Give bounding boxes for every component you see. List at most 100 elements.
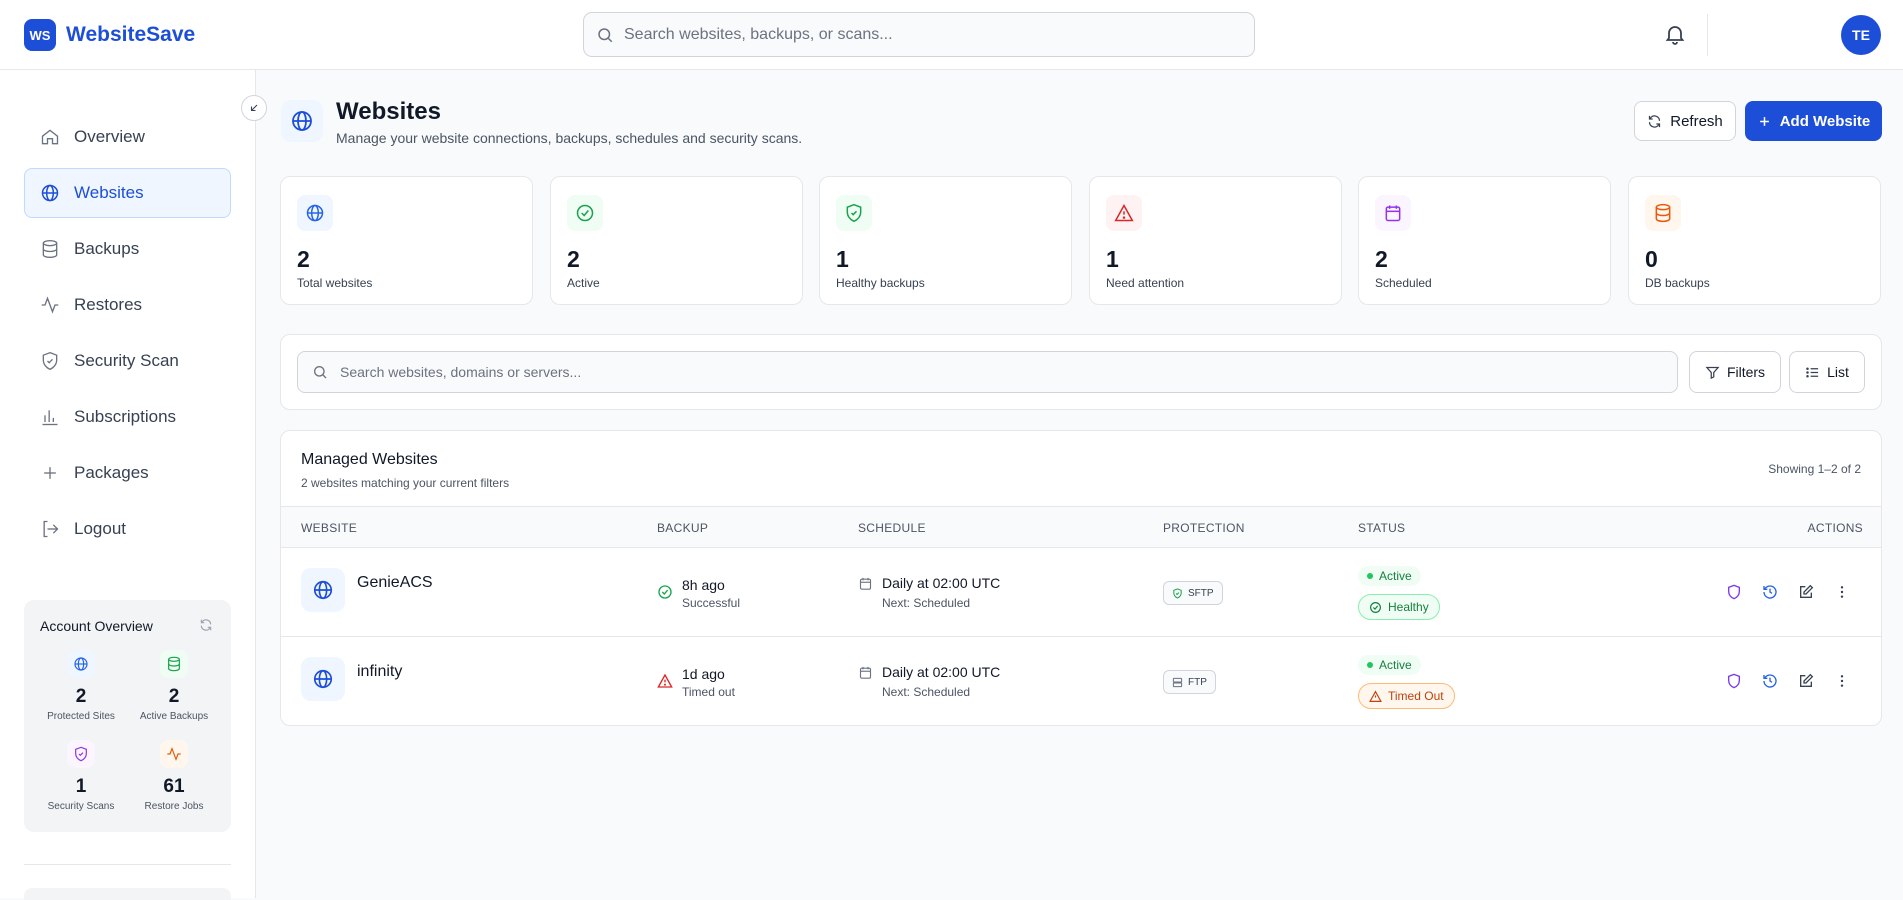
stat-label: Protected Sites	[47, 711, 115, 722]
collapse-sidebar-button[interactable]	[241, 95, 267, 121]
column-header-schedule: SCHEDULE	[858, 521, 926, 535]
refresh-label: Refresh	[1670, 112, 1723, 130]
column-header-backup: BACKUP	[657, 521, 709, 535]
stat-label: Scheduled	[1375, 276, 1432, 290]
globe-icon	[281, 100, 323, 142]
stat-card-active: 2 Active	[550, 176, 803, 305]
backup-time: 8h ago	[682, 577, 725, 593]
globe-icon	[40, 183, 60, 203]
shield-icon	[67, 740, 95, 768]
stat-value: 1	[836, 246, 849, 272]
sidebar-item-label: Logout	[74, 519, 126, 538]
status-badge: Active	[1358, 566, 1421, 586]
sidebar-footer-card	[24, 888, 231, 900]
table-row[interactable]: infinity 1d ago Timed out Daily at 02:00…	[281, 637, 1881, 725]
plus-icon	[1757, 114, 1772, 129]
sidebar-item-packages[interactable]: Packages	[24, 448, 231, 498]
global-search-input[interactable]	[624, 25, 1224, 44]
pagination-info: Showing 1–2 of 2	[1768, 462, 1861, 476]
stat-value: 2	[297, 246, 310, 272]
backup-status: Successful	[682, 596, 741, 610]
sidebar-item-overview[interactable]: Overview	[24, 112, 231, 162]
stat-label: Security Scans	[47, 801, 115, 812]
shield-check-icon	[1172, 587, 1183, 599]
status-badge: Active	[1358, 655, 1421, 675]
app-logo[interactable]: WS WebsiteSave	[24, 19, 195, 51]
check-circle-icon	[567, 195, 603, 231]
refresh-icon[interactable]	[199, 618, 213, 632]
backup-history-action-icon[interactable]	[1760, 671, 1780, 691]
protection-badge: SFTP	[1163, 581, 1223, 605]
stat-value: 1	[1106, 246, 1119, 272]
table-header: WEBSITE BACKUP SCHEDULE PROTECTION STATU…	[281, 506, 1881, 548]
more-options-icon[interactable]	[1832, 582, 1852, 602]
check-circle-icon	[1369, 601, 1382, 614]
refresh-icon	[1647, 114, 1662, 129]
website-name[interactable]: GenieACS	[357, 574, 433, 591]
bell-icon[interactable]	[1663, 22, 1687, 46]
search-icon	[596, 26, 614, 44]
security-scan-action-icon[interactable]	[1724, 671, 1744, 691]
filters-label: Filters	[1726, 364, 1766, 380]
stat-value: 1	[75, 776, 87, 797]
server-icon	[1172, 677, 1183, 688]
status-label: Active	[1379, 658, 1412, 672]
website-search-input[interactable]	[340, 364, 1640, 380]
account-overview-title: Account Overview	[40, 618, 153, 634]
sidebar-item-websites[interactable]: Websites	[24, 168, 231, 218]
activity-icon	[160, 740, 188, 768]
top-bar: WS WebsiteSave TE	[0, 0, 1903, 70]
list-view-button[interactable]: List	[1789, 351, 1865, 393]
health-badge: Timed Out	[1358, 683, 1455, 709]
sidebar-nav: Overview Websites Backups Restores Secur…	[24, 112, 231, 560]
filters-button[interactable]: Filters	[1689, 351, 1781, 393]
sidebar-item-restores[interactable]: Restores	[24, 280, 231, 330]
globe-icon	[301, 568, 345, 612]
next-run: Next: Scheduled	[882, 685, 971, 699]
sidebar-item-logout[interactable]: Logout	[24, 504, 231, 554]
stat-card-scheduled: 2 Scheduled	[1358, 176, 1611, 305]
search-icon	[312, 364, 328, 380]
stat-label: Healthy backups	[836, 276, 925, 290]
backup-history-action-icon[interactable]	[1760, 582, 1780, 602]
sidebar-item-security-scan[interactable]: Security Scan	[24, 336, 231, 386]
app-name: WebsiteSave	[66, 23, 196, 46]
add-website-label: Add Website	[1779, 112, 1871, 130]
website-name[interactable]: infinity	[357, 663, 403, 680]
table-row[interactable]: GenieACS 8h ago Successful Daily at 02:0…	[281, 548, 1881, 637]
sidebar-item-backups[interactable]: Backups	[24, 224, 231, 274]
stat-label: Need attention	[1106, 276, 1185, 290]
plus-icon	[40, 463, 60, 483]
warning-icon	[1106, 195, 1142, 231]
edit-action-icon[interactable]	[1796, 582, 1816, 602]
column-header-status: STATUS	[1358, 521, 1406, 535]
global-search[interactable]	[583, 12, 1255, 57]
stat-label: Active Backups	[139, 711, 209, 722]
globe-icon	[297, 195, 333, 231]
add-website-button[interactable]: Add Website	[1745, 101, 1882, 141]
sidebar-item-subscriptions[interactable]: Subscriptions	[24, 392, 231, 442]
next-run: Next: Scheduled	[882, 596, 971, 610]
column-header-website: WEBSITE	[301, 521, 358, 535]
globe-icon	[67, 650, 95, 678]
status-dot	[1367, 573, 1373, 579]
edit-action-icon[interactable]	[1796, 671, 1816, 691]
status-dot	[1367, 662, 1373, 668]
health-badge: Healthy	[1358, 594, 1440, 620]
stat-card-total-websites: 2 Total websites	[280, 176, 533, 305]
database-icon	[40, 239, 60, 259]
user-avatar[interactable]: TE	[1841, 15, 1881, 55]
refresh-button[interactable]: Refresh	[1634, 101, 1736, 141]
website-search[interactable]	[297, 351, 1678, 393]
table-title: Managed Websites	[301, 451, 438, 468]
more-options-icon[interactable]	[1832, 671, 1852, 691]
stat-value: 2	[75, 686, 87, 707]
managed-websites-table: Managed Websites 2 websites matching you…	[280, 430, 1882, 726]
schedule-text: Daily at 02:00 UTC	[882, 664, 1001, 680]
shield-icon	[40, 351, 60, 371]
protection-badge: FTP	[1163, 670, 1216, 694]
stat-card-db-backups: 0 DB backups	[1628, 176, 1881, 305]
sidebar-item-label: Websites	[74, 183, 144, 202]
security-scan-action-icon[interactable]	[1724, 582, 1744, 602]
stat-label: DB backups	[1645, 276, 1710, 290]
